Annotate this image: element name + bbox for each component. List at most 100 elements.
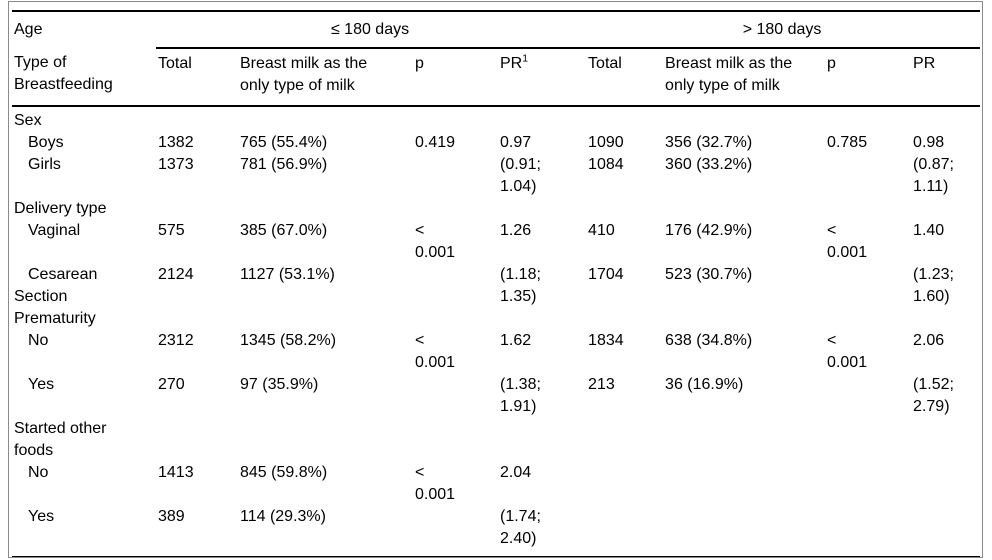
cell: 1084 <box>588 156 624 173</box>
cell <box>663 506 825 557</box>
pr-footnote-marker: 1 <box>522 52 529 65</box>
cell: 638 (34.8%) <box>665 332 753 349</box>
cell: 2.04 <box>500 464 532 481</box>
cell <box>911 506 980 557</box>
cell: 385 (67.0%) <box>240 222 328 239</box>
header-pr-le180: PR1 <box>498 48 587 107</box>
cell: (1.38; 1.91) <box>500 376 541 415</box>
cell: (0.87; 1.11) <box>913 156 954 195</box>
header-pr-gt180: PR <box>911 48 981 107</box>
section-label: Sex <box>14 112 42 129</box>
row-label: Yes <box>28 508 55 525</box>
cell: (1.52; 2.79) <box>913 376 954 415</box>
cell: 2124 <box>158 266 194 283</box>
cell: 2312 <box>158 332 194 349</box>
pr-label: PR <box>500 55 523 72</box>
header-group-gt180-days: > 180 days <box>586 11 981 49</box>
header-row-columns: Type of Breastfeeding Total Breast milk … <box>12 48 981 107</box>
cell <box>413 264 498 308</box>
header-breast-milk-gt180: Breast milk as the only type of milk <box>663 48 826 107</box>
header-group-le180-days: ≤ 180 days <box>156 11 587 49</box>
breastfeeding-table: Age ≤ 180 days > 180 days Type of Breast… <box>12 10 981 557</box>
table-row-vaginal: Vaginal 575 385 (67.0%) < 0.001 1.26 410… <box>12 220 980 264</box>
header-total-gt180: Total <box>586 48 664 107</box>
header-p-le180: p <box>413 48 498 107</box>
table-row-girls: Girls 1373 781 (56.9%) (0.91; 1.04) 1084… <box>12 154 980 198</box>
row-label: Girls <box>28 156 61 173</box>
cell: 2.06 <box>913 332 945 349</box>
cell: 0.98 <box>913 134 945 151</box>
table-frame: Age ≤ 180 days > 180 days Type of Breast… <box>8 1 983 558</box>
cell: 765 (55.4%) <box>240 134 328 151</box>
cell: (1.23; 1.60) <box>913 266 954 305</box>
cell: 356 (32.7%) <box>665 134 753 151</box>
section-label: Prematurity <box>14 310 96 327</box>
header-total-le180: Total <box>156 48 238 107</box>
cell: 1834 <box>588 332 624 349</box>
table-row-boys: Boys 1382 765 (55.4%) 0.419 0.97 1090 35… <box>12 132 980 154</box>
cell: 114 (29.3%) <box>240 508 326 525</box>
cell: 1413 <box>158 464 194 481</box>
cell: 0.785 <box>827 134 868 151</box>
cell: 410 <box>588 222 615 239</box>
cell <box>911 462 980 506</box>
cell: 270 <box>158 376 185 393</box>
cell: 213 <box>588 376 615 393</box>
table-row-started-foods-yes: Yes 389 114 (29.3%) (1.74; 2.40) <box>12 506 980 557</box>
cell: 1.40 <box>913 222 945 239</box>
cell: 845 (59.8%) <box>240 464 328 481</box>
cell: 1373 <box>158 156 194 173</box>
cell <box>825 264 911 308</box>
cell: 1090 <box>588 134 624 151</box>
cell: 1382 <box>158 134 194 151</box>
row-label: Yes <box>28 376 55 393</box>
cell: 781 (56.9%) <box>240 156 328 173</box>
row-label: Boys <box>28 134 64 151</box>
cell: 36 (16.9%) <box>665 376 744 393</box>
cell: < 0.001 <box>827 332 868 371</box>
cell: 389 <box>158 508 185 525</box>
cell <box>825 462 911 506</box>
cell: < 0.001 <box>827 222 868 261</box>
cell <box>825 374 911 418</box>
cell: 575 <box>158 222 185 239</box>
section-label: Delivery type <box>14 200 107 217</box>
cell: 0.97 <box>500 134 532 151</box>
cell <box>825 154 911 198</box>
table-row-prematurity-no: No 2312 1345 (58.2%) < 0.001 1.62 1834 6… <box>12 330 980 374</box>
cell <box>586 506 663 557</box>
header-row-age-groups: Age ≤ 180 days > 180 days <box>12 11 981 49</box>
row-label: Vaginal <box>28 222 81 239</box>
cell: < 0.001 <box>415 222 456 261</box>
cell: 0.419 <box>415 134 456 151</box>
cell: 97 (35.9%) <box>240 376 319 393</box>
header-p-gt180: p <box>825 48 912 107</box>
row-label: Cesarean Section <box>14 266 98 305</box>
section-row-started-other-foods: Started other foods <box>12 418 980 462</box>
table-row-started-foods-no: No 1413 845 (59.8%) < 0.001 2.04 <box>12 462 980 506</box>
cell: 360 (33.2%) <box>665 156 753 173</box>
cell <box>663 462 825 506</box>
cell: (1.18; 1.35) <box>500 266 541 305</box>
cell <box>413 506 498 557</box>
cell <box>825 506 911 557</box>
cell: 1.26 <box>500 222 532 239</box>
row-label: No <box>28 464 49 481</box>
cell <box>413 154 498 198</box>
cell: (1.74; 2.40) <box>500 508 541 547</box>
header-breast-milk-le180: Breast milk as the only type of milk <box>238 48 413 107</box>
cell: (0.91; 1.04) <box>500 156 541 195</box>
section-row-sex: Sex <box>12 106 980 132</box>
cell: 1345 (58.2%) <box>240 332 337 349</box>
table-row-prematurity-yes: Yes 270 97 (35.9%) (1.38; 1.91) 213 36 (… <box>12 374 980 418</box>
cell: 1.62 <box>500 332 532 349</box>
cell: 1127 (53.1%) <box>240 266 335 283</box>
section-row-prematurity: Prematurity <box>12 308 980 330</box>
cell: 1704 <box>588 266 624 283</box>
cell: 176 (42.9%) <box>665 222 753 239</box>
table-row-cesarean-section: Cesarean Section 2124 1127 (53.1%) (1.18… <box>12 264 980 308</box>
header-age: Age <box>14 21 43 38</box>
cell <box>413 374 498 418</box>
row-label: No <box>28 332 49 349</box>
cell: < 0.001 <box>415 464 456 503</box>
